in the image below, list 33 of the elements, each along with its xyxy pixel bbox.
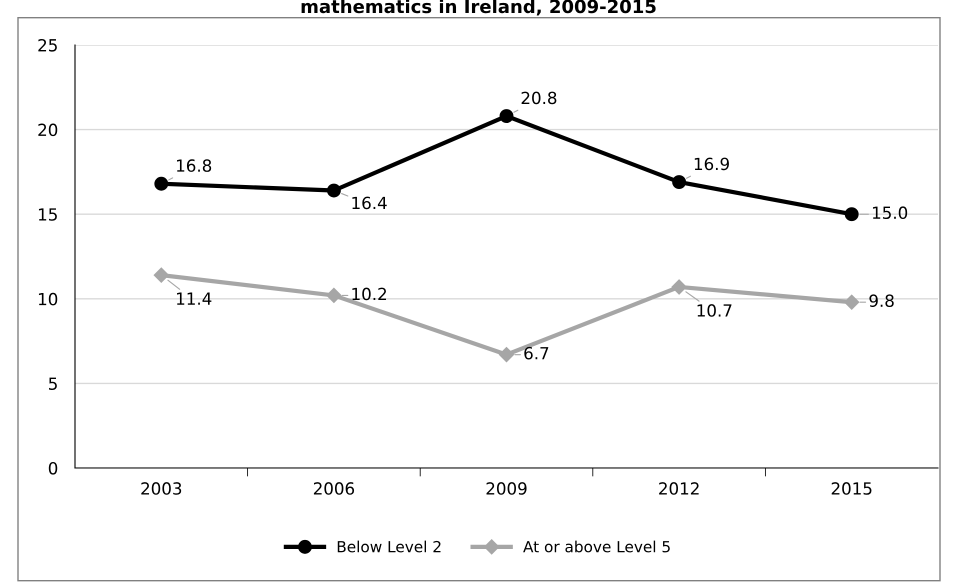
point	[498, 347, 514, 362]
point	[844, 294, 860, 310]
x-tick-label: 2012	[659, 482, 699, 495]
x-tick-label: 2015	[832, 482, 872, 495]
data-label: 15.0	[872, 206, 908, 220]
x-tick-label: 2009	[486, 482, 527, 495]
data-label: 16.4	[352, 196, 387, 210]
data-label: 11.4	[177, 292, 212, 305]
y-tick-label: 5	[49, 378, 57, 390]
legend-label: Below Level 2	[338, 540, 440, 552]
x-tick-label: 2006	[314, 482, 354, 495]
y-tick-label: 0	[48, 462, 58, 475]
data-label: 6.7	[524, 346, 548, 360]
y-tick-label: 15	[38, 208, 57, 221]
data-label: 10.2	[352, 288, 386, 300]
data-label: 16.8	[177, 159, 212, 172]
legend-label: At or above Level 5	[523, 540, 670, 552]
point	[500, 109, 514, 124]
y-tick-label: 20	[38, 124, 58, 136]
data-label: 20.8	[522, 92, 556, 104]
data-label: 16.9	[694, 158, 729, 170]
point	[154, 268, 169, 283]
data-label: 9.8	[869, 294, 894, 308]
y-tick-label: 10	[38, 292, 58, 306]
data-label: 10.7	[698, 304, 732, 317]
point	[672, 279, 687, 295]
point	[844, 207, 859, 222]
point	[326, 184, 341, 198]
point	[672, 175, 686, 189]
point	[326, 288, 342, 303]
x-tick-label: 2003	[141, 482, 182, 495]
y-tick-label: 25	[38, 38, 57, 52]
point	[154, 176, 168, 191]
